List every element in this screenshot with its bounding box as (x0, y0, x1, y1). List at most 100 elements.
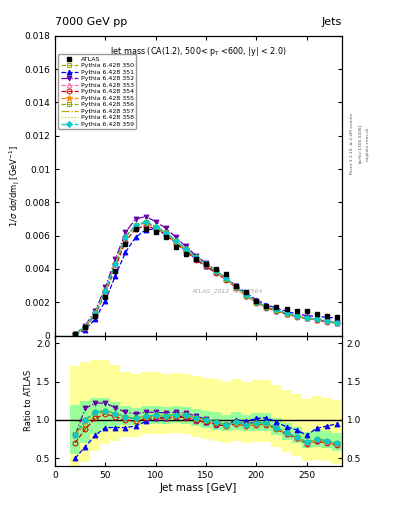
Pythia 6.428 352 (143, 214, 148, 220)
Line: Pythia 6.428 357: Pythia 6.428 357 (75, 222, 337, 334)
Pythia 6.428 357 (123, 234, 128, 241)
Pythia 6.428 351 (224, 276, 228, 282)
Pythia 6.428 357 (304, 315, 309, 321)
Pythia 6.428 356 (214, 268, 219, 274)
Pythia 6.428 357 (334, 320, 339, 326)
Text: [arXiv:1306.3436]: [arXiv:1306.3436] (358, 124, 362, 163)
Line: Pythia 6.428 358: Pythia 6.428 358 (75, 222, 337, 334)
Pythia 6.428 358 (304, 315, 309, 321)
Pythia 6.428 350 (73, 331, 77, 337)
Pythia 6.428 351 (244, 290, 249, 296)
Pythia 6.428 352 (254, 298, 259, 305)
Pythia 6.428 357 (163, 230, 168, 236)
Pythia 6.428 354 (93, 312, 97, 318)
Line: Pythia 6.428 350: Pythia 6.428 350 (73, 220, 339, 337)
Pythia 6.428 358 (244, 292, 249, 298)
Pythia 6.428 355 (113, 261, 118, 267)
Pythia 6.428 356 (244, 292, 249, 298)
Pythia 6.428 359 (214, 268, 219, 274)
Line: Pythia 6.428 353: Pythia 6.428 353 (73, 221, 339, 337)
Pythia 6.428 358 (103, 288, 108, 294)
Pythia 6.428 359 (224, 275, 228, 282)
Pythia 6.428 352 (93, 308, 97, 314)
Pythia 6.428 356 (224, 275, 228, 282)
Pythia 6.428 355 (123, 234, 128, 241)
Pythia 6.428 358 (214, 268, 219, 274)
Pythia 6.428 353 (123, 234, 128, 241)
Pythia 6.428 355 (234, 284, 239, 290)
Pythia 6.428 356 (163, 229, 168, 236)
Pythia 6.428 358 (314, 316, 319, 323)
Pythia 6.428 352 (103, 284, 108, 290)
Pythia 6.428 355 (334, 319, 339, 326)
Pythia 6.428 350 (163, 229, 168, 236)
Pythia 6.428 359 (113, 261, 118, 267)
Pythia 6.428 350 (294, 313, 299, 319)
Pythia 6.428 354 (143, 223, 148, 229)
Pythia 6.428 357 (274, 308, 279, 314)
Pythia 6.428 358 (113, 261, 118, 267)
Pythia 6.428 358 (83, 324, 88, 330)
Pythia 6.428 351 (264, 302, 269, 308)
Pythia 6.428 357 (143, 219, 148, 225)
Y-axis label: 1/$\sigma$ d$\sigma$/dm$_\mathrm{J}$ [GeV$^{-1}$]: 1/$\sigma$ d$\sigma$/dm$_\mathrm{J}$ [Ge… (7, 145, 22, 227)
Pythia 6.428 350 (244, 292, 249, 298)
Pythia 6.428 350 (103, 288, 108, 294)
Pythia 6.428 356 (334, 319, 339, 326)
Pythia 6.428 354 (204, 263, 208, 269)
Pythia 6.428 357 (113, 261, 118, 267)
Pythia 6.428 353 (184, 247, 188, 253)
Pythia 6.428 359 (93, 310, 97, 316)
Pythia 6.428 355 (284, 311, 289, 317)
Pythia 6.428 354 (264, 305, 269, 311)
Pythia 6.428 352 (113, 256, 118, 262)
Pythia 6.428 356 (133, 222, 138, 228)
Pythia 6.428 356 (284, 311, 289, 317)
Pythia 6.428 356 (274, 307, 279, 313)
Pythia 6.428 357 (173, 238, 178, 244)
Pythia 6.428 351 (325, 314, 329, 321)
Pythia 6.428 351 (234, 283, 239, 289)
Pythia 6.428 354 (274, 308, 279, 314)
Pythia 6.428 354 (173, 240, 178, 246)
Pythia 6.428 357 (254, 299, 259, 305)
Pythia 6.428 351 (254, 297, 259, 303)
Pythia 6.428 350 (143, 219, 148, 225)
Pythia 6.428 359 (234, 284, 239, 290)
Pythia 6.428 354 (224, 276, 228, 283)
Pythia 6.428 354 (153, 226, 158, 232)
Pythia 6.428 353 (264, 304, 269, 310)
Pythia 6.428 356 (123, 234, 128, 240)
Pythia 6.428 352 (284, 311, 289, 317)
X-axis label: Jet mass [GeV]: Jet mass [GeV] (160, 482, 237, 493)
Pythia 6.428 355 (224, 275, 228, 282)
Pythia 6.428 351 (133, 234, 138, 241)
Pythia 6.428 352 (83, 323, 88, 329)
Pythia 6.428 356 (113, 261, 118, 267)
Pythia 6.428 351 (103, 297, 108, 304)
Pythia 6.428 351 (304, 312, 309, 318)
Pythia 6.428 352 (314, 317, 319, 323)
Pythia 6.428 355 (83, 324, 88, 330)
Pythia 6.428 355 (173, 238, 178, 244)
Pythia 6.428 350 (274, 308, 279, 314)
Pythia 6.428 359 (294, 313, 299, 319)
Pythia 6.428 356 (314, 316, 319, 323)
Pythia 6.428 354 (234, 285, 239, 291)
Pythia 6.428 356 (294, 313, 299, 319)
Legend: ATLAS, Pythia 6.428 350, Pythia 6.428 351, Pythia 6.428 352, Pythia 6.428 353, P: ATLAS, Pythia 6.428 350, Pythia 6.428 35… (58, 54, 136, 130)
Pythia 6.428 358 (204, 262, 208, 268)
Pythia 6.428 355 (194, 254, 198, 261)
Pythia 6.428 352 (133, 216, 138, 222)
Pythia 6.428 357 (264, 304, 269, 310)
Pythia 6.428 350 (83, 324, 88, 330)
Pythia 6.428 351 (214, 269, 219, 275)
Pythia 6.428 355 (163, 229, 168, 236)
Pythia 6.428 357 (214, 268, 219, 274)
Text: 7000 GeV pp: 7000 GeV pp (55, 17, 127, 27)
Pythia 6.428 357 (93, 310, 97, 316)
Pythia 6.428 359 (334, 319, 339, 326)
Pythia 6.428 350 (334, 320, 339, 326)
Pythia 6.428 353 (93, 310, 97, 316)
Line: Pythia 6.428 359: Pythia 6.428 359 (73, 220, 339, 336)
